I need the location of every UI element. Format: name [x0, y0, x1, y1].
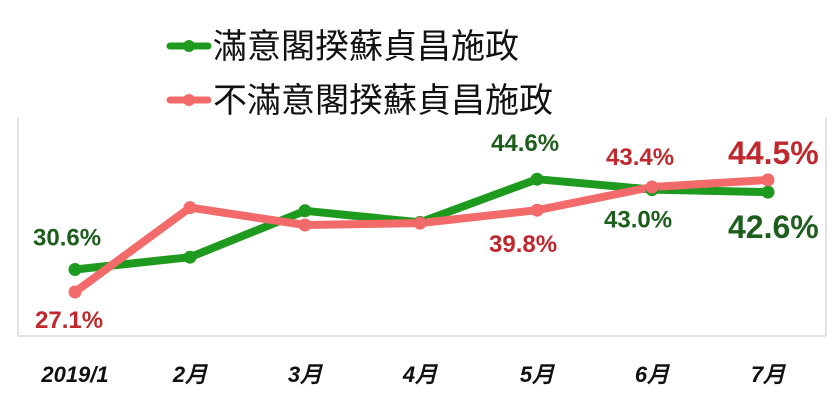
data-point-s0-1 [183, 250, 197, 264]
x-tick-label-5: 6月 [635, 362, 670, 387]
x-tick-label-4: 5月 [520, 362, 555, 387]
data-label-s0-0: 30.6% [33, 225, 101, 252]
data-label-s1-0: 27.1% [35, 307, 103, 334]
data-point-s0-4 [530, 172, 544, 186]
data-point-s1-5 [645, 180, 659, 194]
data-label-s1-6: 44.5% [728, 135, 819, 171]
legend-marker-1 [183, 94, 195, 106]
series-lines [71, 175, 772, 296]
data-label-s1-4: 39.8% [489, 231, 557, 258]
series-line-1 [71, 175, 772, 296]
x-tick-label-1: 2月 [172, 362, 208, 387]
legend-label-1: 不滿意閣揆蘇貞昌施政 [213, 81, 553, 121]
data-point-s1-6 [761, 173, 775, 187]
legend-label-0: 滿意閣揆蘇貞昌施政 [213, 27, 519, 67]
x-tick-label-0: 2019/1 [40, 362, 108, 387]
x-tick-labels: 2019/1 2月 3月 4月 5月 6月 7月 [40, 362, 786, 387]
data-point-s1-1 [183, 201, 197, 215]
x-tick-label-2: 3月 [288, 362, 323, 387]
legend-marker-0 [183, 40, 195, 52]
data-label-s0-6: 42.6% [728, 209, 819, 245]
data-point-s0-2 [298, 204, 312, 218]
data-points [68, 172, 775, 299]
data-point-s1-4 [530, 203, 544, 217]
data-point-s1-2 [298, 218, 312, 232]
data-point-s0-0 [68, 263, 82, 276]
data-label-s0-5: 43.0% [604, 207, 672, 234]
data-point-s0-6 [761, 185, 775, 199]
data-label-s0-4: 44.6% [491, 130, 559, 157]
data-point-s1-3 [413, 216, 427, 230]
data-point-s1-0 [68, 285, 82, 299]
x-tick-label-3: 4月 [402, 362, 438, 387]
x-tick-label-6: 7月 [751, 362, 786, 387]
data-label-s1-5: 43.4% [606, 144, 674, 171]
data-labels: 30.6% 27.1% 44.6% 39.8% 43.4% 43.0% 44.5% 42.6% [33, 130, 819, 334]
